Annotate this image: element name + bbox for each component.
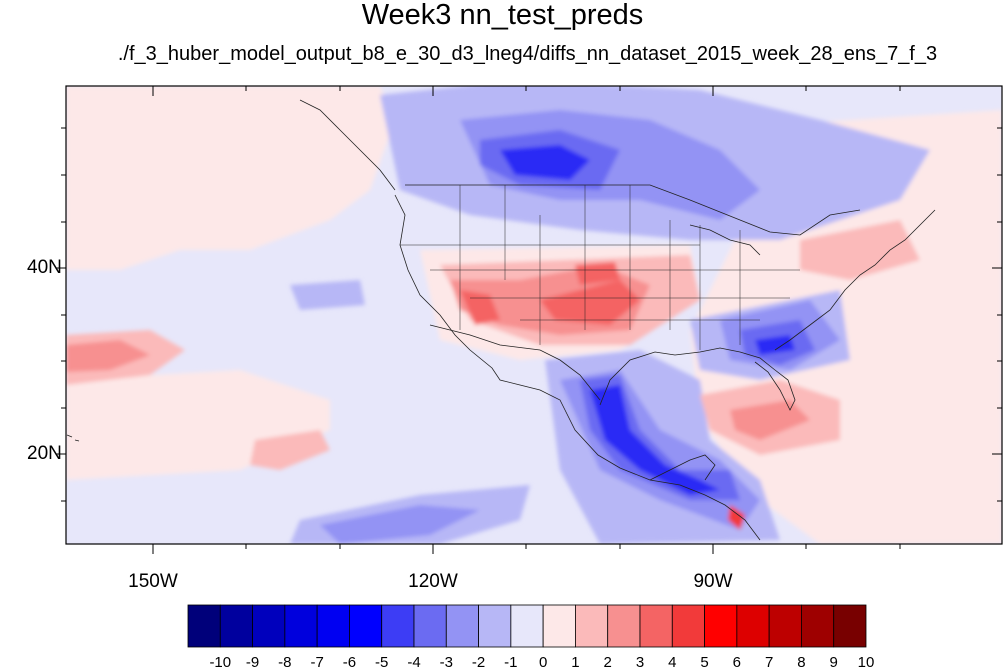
colorbar-label: 9 [829,654,838,671]
field-neg-2 [320,505,480,544]
colorbar-label: 2 [603,654,612,671]
field-pos-2 [800,220,920,280]
colorbar-label: 10 [857,654,875,671]
colorbar-label: -9 [245,654,260,671]
field-pos-1 [66,86,395,270]
us-mexico-border [429,324,601,401]
colorbar-label: -1 [504,654,518,671]
coastline-gulf [599,347,796,411]
colorbar-cell [671,604,705,648]
map-ticks [56,86,1002,554]
colorbar-cell [801,604,835,648]
field-pos-4 [575,262,620,285]
coastlines-and-borders [66,99,936,541]
colorbar-label: 0 [538,654,548,671]
colorbar-cell [381,604,415,648]
colorbar-label: 7 [764,654,774,671]
field-pos-3 [66,340,150,372]
coastline-west [394,194,761,541]
colorbar-label: -5 [375,654,389,671]
colorbar-label: -4 [407,654,421,671]
field-pos-4 [460,290,500,325]
map-field [66,86,1002,544]
colorbar-cell [704,604,738,648]
colorbar-cell [736,604,770,648]
colorbar-cell [575,604,609,648]
us-canada-border [405,184,861,236]
colorbar-label: -7 [310,654,324,671]
colorbar [187,604,867,648]
colorbar-label: 3 [635,654,645,671]
colorbar-label: -8 [278,654,292,671]
colorbar-label: -6 [342,654,357,671]
colorbar-cell [316,604,350,648]
colorbar-cell [478,604,512,648]
colorbar-label: 5 [700,654,709,671]
colorbar-cell [219,604,253,648]
canada-coast [299,99,396,191]
colorbar-cell [768,604,802,648]
coastline-atlantic [774,209,936,351]
colorbar-cell [510,604,544,648]
lon-label-150w: 150W [128,571,178,592]
hawaii-islands [66,434,80,442]
field-pos-5 [728,505,745,530]
lat-label-20n: 20N [27,443,62,464]
colorbar-cell [639,604,673,648]
colorbar-cell [187,604,221,648]
lon-label-120w: 120W [408,571,458,592]
field-pos-2 [250,430,330,470]
lat-label-40n: 40N [27,257,62,278]
page-title: Week3 nn_test_preds [361,0,644,31]
colorbar-cell [833,604,867,648]
lon-label-90w: 90W [693,571,733,592]
colorbar-cell [413,604,447,648]
colorbar-cell [542,604,576,648]
colorbar-cell [349,604,383,648]
colorbar-label: 8 [797,654,806,671]
colorbar-cell [284,604,318,648]
subtitle: ./f_3_huber_model_output_b8_e_30_d3_lneg… [117,43,938,65]
colorbar-label: 1 [571,654,580,671]
field-pos-4 [540,280,640,325]
state-lines [400,185,800,350]
field-neg-6 [755,335,795,355]
colorbar-label: 4 [668,654,677,671]
field-neg-1 [290,280,365,310]
colorbar-label: -10 [209,654,232,671]
field-neg-6 [500,145,590,180]
lake-coast [689,224,761,256]
colorbar-label: 6 [732,654,742,671]
colorbar-cell [607,604,641,648]
colorbar-label: -2 [471,654,486,671]
colorbar-label: -3 [439,654,453,671]
colorbar-cell [252,604,286,648]
field-neg-6 [590,385,720,495]
coastline-yucatan [649,454,716,481]
colorbar-cell [445,604,479,648]
